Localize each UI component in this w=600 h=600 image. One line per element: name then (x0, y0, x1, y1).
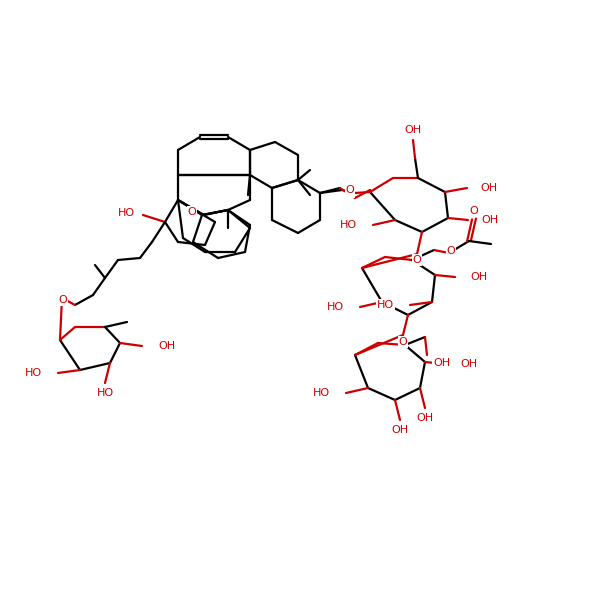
Text: OH: OH (480, 183, 497, 193)
Text: OH: OH (158, 341, 175, 351)
Text: OH: OH (460, 359, 477, 369)
Text: HO: HO (97, 388, 113, 398)
Text: HO: HO (313, 388, 330, 398)
Text: O: O (346, 185, 355, 195)
Text: O: O (413, 255, 421, 265)
Text: O: O (58, 295, 67, 305)
Text: O: O (446, 246, 455, 256)
Text: HO: HO (377, 300, 394, 310)
Text: O: O (470, 206, 478, 216)
Text: HO: HO (118, 208, 135, 218)
Text: OH: OH (404, 125, 422, 135)
Text: OH: OH (481, 215, 498, 225)
Text: O: O (188, 207, 196, 217)
Text: OH: OH (433, 358, 450, 368)
Text: HO: HO (327, 302, 344, 312)
Text: OH: OH (391, 425, 409, 435)
Text: O: O (398, 337, 407, 347)
Text: HO: HO (25, 368, 42, 378)
Text: OH: OH (470, 272, 487, 282)
Text: OH: OH (416, 413, 434, 423)
Text: HO: HO (340, 220, 357, 230)
Text: O: O (346, 187, 355, 197)
